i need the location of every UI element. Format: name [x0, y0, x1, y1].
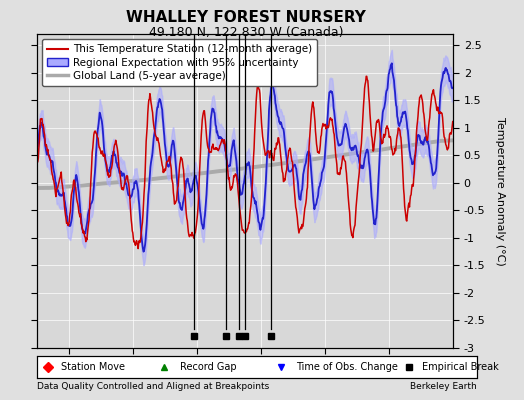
Y-axis label: Temperature Anomaly (°C): Temperature Anomaly (°C)	[495, 117, 505, 265]
Text: Empirical Break: Empirical Break	[422, 362, 498, 372]
Text: Station Move: Station Move	[61, 362, 125, 372]
Text: WHALLEY FOREST NURSERY: WHALLEY FOREST NURSERY	[126, 10, 366, 25]
Legend: This Temperature Station (12-month average), Regional Expectation with 95% uncer: This Temperature Station (12-month avera…	[42, 39, 318, 86]
Text: Berkeley Earth: Berkeley Earth	[410, 382, 477, 391]
Text: Data Quality Controlled and Aligned at Breakpoints: Data Quality Controlled and Aligned at B…	[37, 382, 269, 391]
Text: 49.180 N, 122.830 W (Canada): 49.180 N, 122.830 W (Canada)	[149, 26, 344, 39]
Text: Time of Obs. Change: Time of Obs. Change	[297, 362, 398, 372]
Text: Record Gap: Record Gap	[180, 362, 236, 372]
